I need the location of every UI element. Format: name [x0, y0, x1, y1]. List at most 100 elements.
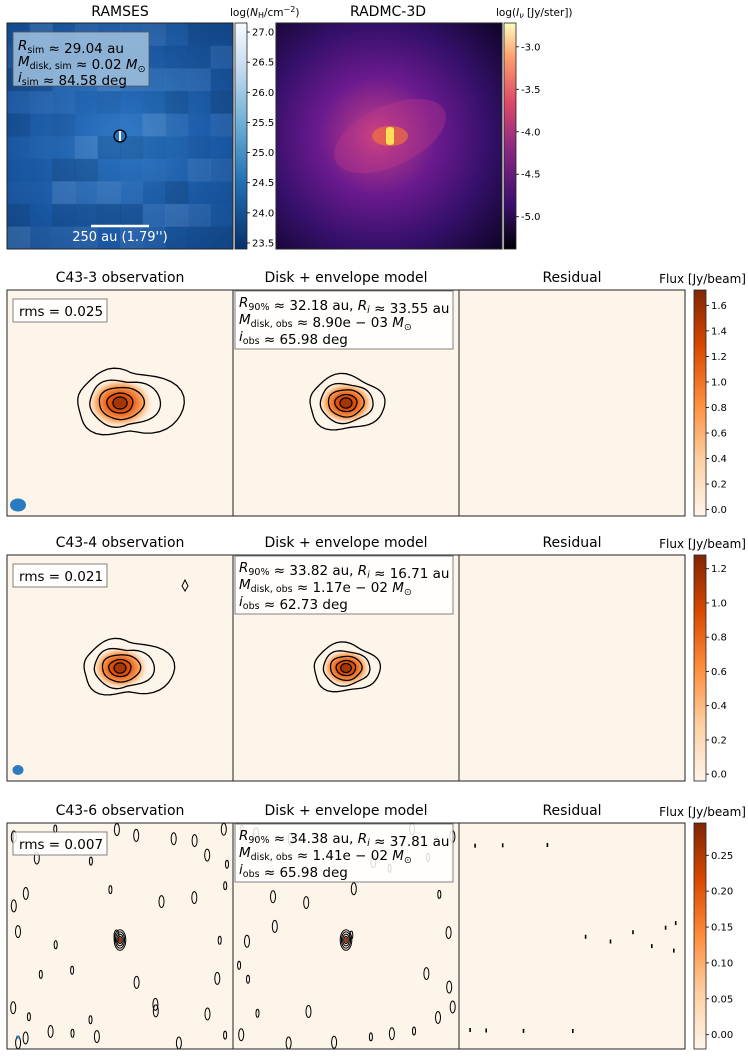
flux-cbar-tick-label: 0.6: [711, 667, 727, 678]
ramses-pixel: [52, 91, 75, 114]
ramses-pixel: [30, 113, 53, 136]
radmc-panel: RADMC-3D -3.0 -3.5 -4.0 -4.5 -5.0 log(Iν [Jy…: [275, 4, 573, 250]
ramses-pixel: [75, 113, 98, 136]
ramses-pixel: [142, 113, 166, 137]
flux-cbar-tick-label: 0.15: [711, 923, 733, 934]
row-0: C43-3 observation Disk + envelope model Re…: [6, 270, 746, 517]
resid-noise-mark: [522, 1028, 525, 1033]
ramses-pixel: [74, 158, 98, 182]
obs-contour: [113, 662, 127, 674]
resid-image: [459, 290, 685, 516]
obs-noise-contour: [22, 1031, 29, 1045]
obs-noise-contour: [204, 1007, 211, 1021]
ramses-pixel: [74, 136, 98, 160]
model-noise-contour: [305, 1005, 312, 1018]
radmc-cbar-tick-label: -3.5: [521, 85, 541, 96]
resid-title: Residual: [542, 803, 601, 819]
resid-noise-mark: [664, 925, 667, 930]
flux-cbar-tick-label: 0.6: [711, 429, 727, 440]
ramses-pixel: [210, 181, 233, 204]
resid-noise-mark: [485, 1028, 487, 1033]
ramses-pixel: [29, 90, 53, 114]
flux-cbar-tick-label: 1.4: [711, 326, 727, 337]
obs-contour: [108, 658, 132, 678]
obs-noise-contour: [191, 891, 198, 905]
beam-ellipse: [16, 1035, 20, 1039]
model-contour: [335, 659, 357, 677]
resid-noise-mark: [474, 843, 476, 848]
model-contour: [340, 662, 352, 674]
model-noise-contour: [246, 974, 250, 984]
ramses-pixel: [74, 203, 98, 227]
flux-cbar-tick-label: 0.25: [711, 851, 733, 862]
model-contour: [322, 650, 371, 687]
flux-cbar-tick-label: 0.20: [711, 887, 733, 898]
model-noise-contour: [435, 1011, 441, 1024]
ramses-colorbar: [234, 22, 248, 250]
obs-noise-contour: [133, 828, 140, 842]
obs-contour: [93, 647, 156, 690]
ramses-pixel: [165, 113, 189, 137]
ramses-pixel: [210, 226, 234, 250]
ramses-info-line-0: Rsim ≈ 29.04 au: [18, 38, 124, 57]
obs-contour: [113, 929, 127, 951]
model-contour: [343, 935, 349, 945]
flux-cbar-tick-label: 0.0: [711, 770, 727, 781]
model-noise-contour: [237, 960, 242, 970]
resid-image: [459, 823, 685, 1049]
model-info-line: iobs ≈ 62.73 deg: [239, 594, 348, 613]
scalebar-label: 250 au (1.79''): [72, 230, 168, 245]
ramses-pixel: [188, 136, 211, 159]
ramses-pixel: [165, 203, 189, 227]
ramses-pixel: [7, 181, 30, 204]
obs-noise-contour: [70, 965, 75, 975]
model-contour: [342, 933, 350, 947]
flux-cbar-tick-label: 0.4: [711, 454, 727, 465]
ramses-pixel: [210, 158, 234, 182]
flux-cbar-tick-label: 0.8: [711, 403, 727, 414]
obs-contour: [101, 654, 142, 683]
obs-contour: [112, 396, 128, 410]
ramses-pixel: [120, 203, 144, 227]
obs-title: C43-6 observation: [56, 803, 185, 819]
obs-noise-contour: [214, 971, 221, 985]
flux-cbar-tick-label: 1.6: [711, 301, 727, 312]
ramses-pixel: [30, 136, 53, 159]
obs-noise-contour: [113, 823, 120, 837]
model-noise-contour: [271, 919, 278, 933]
radmc-frame: [275, 22, 503, 250]
row-1: C43-4 observation Disk + envelope model Re…: [6, 535, 746, 782]
obs-noise-contour: [15, 925, 21, 939]
radmc-colorbar-ticks: -3.0 -3.5 -4.0 -4.5 -5.0: [516, 42, 541, 223]
model-contour: [309, 372, 386, 431]
ramses-colorbar-ticks: 27.0 26.5 26.0 25.5 25.0 24.5 24.0 23.5: [247, 28, 274, 249]
obs-title: C43-3 observation: [56, 270, 185, 286]
obs-contour: [98, 386, 146, 421]
model-noise-contour: [331, 1035, 338, 1049]
flux-cbar-tick-label: 1.2: [711, 352, 727, 363]
obs-noise-contour: [152, 997, 159, 1011]
resid-noise-mark: [673, 948, 675, 953]
resid-noise-mark: [632, 930, 634, 935]
radmc-cbar-tick-label: -5.0: [521, 212, 541, 223]
ramses-pixel: [52, 136, 75, 159]
ramses-pixel: [187, 158, 211, 182]
ramses-pixel: [97, 159, 120, 182]
ramses-pixel: [120, 91, 143, 114]
ramses-pixel: [165, 68, 189, 92]
obs-noise-contour: [181, 578, 189, 592]
model-noise-contour: [446, 980, 453, 994]
ramses-pixel: [52, 113, 76, 137]
obs-noise-contour: [217, 935, 222, 945]
resid-noise-mark: [546, 843, 549, 847]
flux-cbar-tick-label: 0.00: [711, 1030, 733, 1041]
ramses-pixel: [165, 90, 189, 114]
model-noise-contour: [244, 934, 250, 948]
ramses-colorbar-label: log(NH/cm−2): [230, 5, 299, 20]
ramses-pixel: [210, 204, 233, 227]
observation-rows: C43-3 observation Disk + envelope model Re…: [6, 270, 746, 1050]
ramses-panel: RAMSES Rsim ≈ 29.04 au Mdisk, sim ≈ 0.02…: [6, 4, 299, 250]
radmc-colorbar-label: log(Iν [Jy/ster]): [496, 7, 573, 20]
model-info-line: iobs ≈ 65.98 deg: [239, 862, 348, 881]
rms-box: [12, 831, 108, 856]
